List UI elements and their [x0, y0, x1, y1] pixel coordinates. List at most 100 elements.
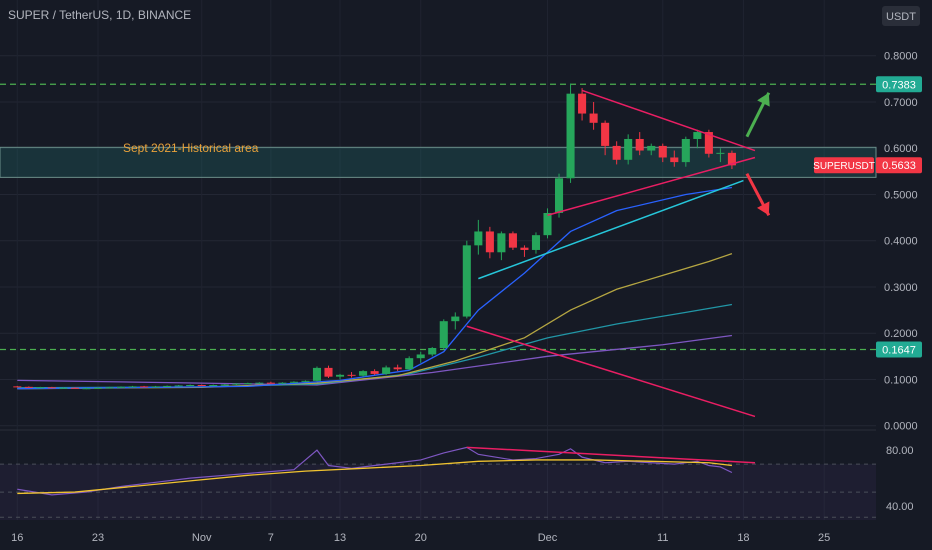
- candle-body: [601, 122, 610, 146]
- x-tick-label: 13: [334, 532, 346, 544]
- candle-body: [543, 212, 552, 236]
- trendline: [581, 89, 756, 152]
- y-tick-label: 0.3000: [884, 282, 918, 294]
- candle-body: [635, 138, 644, 151]
- candle-body: [116, 386, 126, 388]
- candle-body: [163, 385, 172, 387]
- candle-body: [359, 371, 368, 376]
- candle-body: [497, 233, 506, 253]
- candle-body: [59, 387, 68, 389]
- y-tick-label: 0.6000: [884, 143, 918, 155]
- trendline: [478, 179, 744, 280]
- direction-arrow-head: [757, 201, 770, 216]
- symbol-badge-label: SUPERUSDT: [813, 161, 875, 172]
- candle-body: [474, 231, 483, 246]
- candle-body: [347, 374, 356, 376]
- y-tick-label: 0.8000: [884, 51, 918, 63]
- candle-body: [140, 386, 149, 388]
- grid: [0, 0, 876, 520]
- candle-body: [589, 113, 598, 123]
- candle-body: [382, 367, 391, 374]
- candle-body: [335, 374, 345, 377]
- drawings: [466, 89, 771, 418]
- candle-body: [220, 384, 229, 386]
- candle-body: [670, 157, 679, 163]
- rsi-signal-line: [17, 459, 732, 495]
- axes: 0.8000 0.7000 0.6000 0.5000 0.4000 0.3000 0.20…: [11, 51, 922, 544]
- candle-body: [508, 233, 517, 248]
- candle-body: [658, 145, 667, 158]
- candle-body: [301, 380, 310, 382]
- candle-body: [554, 178, 564, 213]
- candle-body: [82, 388, 91, 390]
- candle-body: [566, 93, 575, 179]
- x-tick-label: 18: [737, 532, 749, 544]
- candle-body: [428, 348, 437, 355]
- x-tick-label: 16: [11, 532, 23, 544]
- x-tick-label: 20: [415, 532, 427, 544]
- y-tick-label: 0.5000: [884, 189, 918, 201]
- candle-body: [47, 387, 56, 389]
- price-badge: [876, 157, 922, 174]
- rsi-trendline: [466, 446, 756, 464]
- candle-body: [243, 383, 252, 385]
- rsi-tick-label: 80.00: [886, 445, 914, 457]
- candle-body: [312, 367, 322, 381]
- candle-body: [416, 354, 425, 359]
- price-badge-label: 0.7383: [882, 79, 916, 91]
- candle-body: [324, 367, 333, 377]
- candle-body: [151, 386, 160, 388]
- candle-body: [485, 231, 494, 253]
- candle-body: [624, 138, 633, 160]
- currency-button[interactable]: [882, 6, 920, 26]
- price-badge-label: 0.1647: [882, 345, 916, 357]
- candle-body: [36, 387, 45, 389]
- price-badge: [876, 341, 922, 358]
- candle-body: [266, 382, 275, 384]
- candle-body: [24, 386, 33, 388]
- candle-body: [693, 132, 702, 139]
- candle-body: [128, 386, 137, 388]
- candle-body: [439, 321, 448, 348]
- rsi-pane: [0, 429, 876, 520]
- candle-body: [13, 386, 22, 388]
- candles: [13, 83, 736, 390]
- candle-body: [520, 247, 529, 250]
- symbol-badge: [814, 157, 874, 174]
- x-tick-label: 7: [268, 532, 274, 544]
- x-tick-label: 25: [818, 532, 830, 544]
- x-tick-label: 23: [92, 532, 104, 544]
- candle-body: [727, 152, 736, 166]
- rsi-tick-label: 40.00: [886, 501, 914, 513]
- candle-body: [289, 381, 298, 383]
- candle-body: [462, 245, 471, 317]
- candle-body: [278, 382, 287, 384]
- y-tick-label: 0.7000: [884, 97, 918, 109]
- x-tick-label: Dec: [538, 532, 558, 544]
- y-tick-label: 0.4000: [884, 236, 918, 248]
- candle-body: [647, 145, 656, 151]
- moving-average-line: [17, 186, 733, 390]
- y-tick-label: 0.0000: [884, 421, 918, 433]
- moving-averages: [17, 186, 733, 390]
- currency-label: USDT: [886, 11, 916, 23]
- candle-body: [105, 387, 114, 389]
- x-tick-label: Nov: [192, 532, 212, 544]
- annotation-historical-area: Sept 2021-Historical area: [123, 141, 259, 155]
- candle-body: [531, 235, 541, 250]
- price-badge-label: 0.5633: [882, 160, 916, 172]
- trendline: [547, 156, 756, 217]
- x-tick-label: 11: [657, 532, 668, 544]
- candle-body: [716, 152, 725, 154]
- candle-body: [186, 384, 195, 386]
- trendline: [466, 325, 756, 418]
- candle-body: [197, 384, 206, 386]
- candle-body: [681, 138, 690, 163]
- candle-body: [612, 145, 621, 160]
- rsi-line: [17, 446, 733, 496]
- candle-body: [370, 371, 379, 374]
- candle-body: [174, 385, 183, 387]
- y-tick-label: 0.1000: [884, 374, 918, 386]
- moving-average-line: [17, 334, 733, 386]
